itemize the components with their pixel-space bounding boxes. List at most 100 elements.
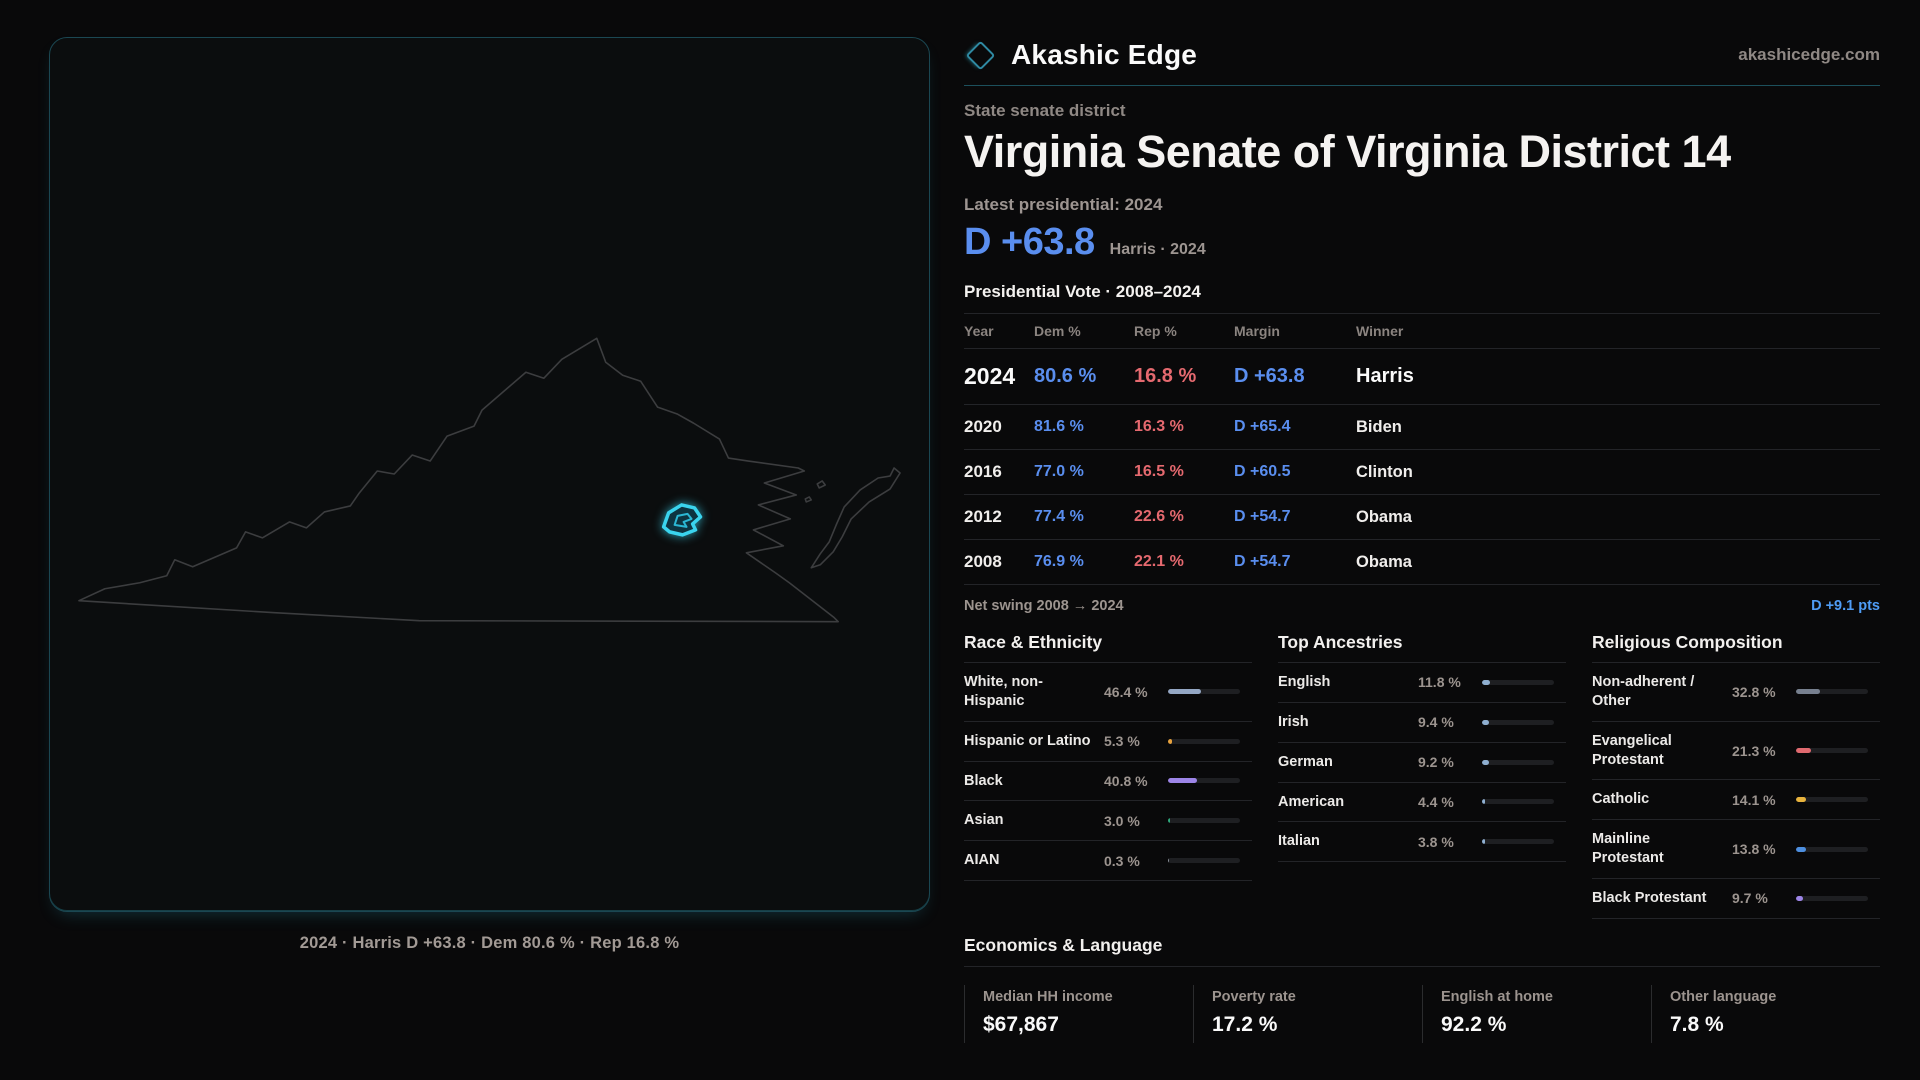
stat-label: White, non-Hispanic [964,674,1043,709]
latest-presidential-label: Latest presidential: 2024 [964,195,1163,214]
table-header-row: Year Dem % Rep % Margin Winner [964,313,1880,348]
brand-domain-link[interactable]: akashicedge.com [1738,45,1880,64]
district-map-panel [49,37,930,912]
table-row: 2024 80.6 % 16.8 % D +63.8 Harris [964,348,1880,404]
list-item: Mainline Protestant 13.8 % [1592,820,1880,879]
cell-winner: Obama [1356,507,1412,526]
cell-year: 2016 [964,462,1002,481]
economics-language-section: Economics & Language Median HH income $6… [964,935,1880,1043]
stat-bar [1796,846,1868,852]
col-header-rep: Rep % [1134,323,1177,339]
stat-value: 13.8 % [1732,841,1776,858]
cell-year: 2020 [964,417,1002,436]
stat-label: Italian [1278,833,1320,850]
stat-card: Median HH income $67,867 [964,984,1193,1043]
stat-label: English [1278,674,1331,690]
stat-value: 0.3 % [1104,852,1140,869]
stat-bar [1796,895,1868,901]
stat-label: Median HH income [983,988,1113,1005]
stat-bar [1796,748,1868,754]
brand-lockup: Akashic Edge [964,39,1197,71]
stat-bar [1168,738,1240,744]
virginia-map [78,337,901,623]
headline-margin-value: D +63.8 [964,221,1095,263]
cell-year: 2024 [964,363,1016,389]
list-item: AIAN 0.3 % [964,841,1252,882]
table-row: 2020 81.6 % 16.3 % D +65.4 Biden [964,404,1880,449]
stat-value: 4.4 % [1418,793,1454,810]
stat-bar [1482,679,1554,685]
cell-margin: D +54.7 [1234,553,1291,570]
stat-value: 92.2 % [1441,1012,1507,1036]
cell-rep: 16.5 % [1134,463,1184,480]
cell-winner: Clinton [1356,462,1413,481]
stat-label: Non-adherent / Other [1592,674,1695,709]
cell-dem: 77.4 % [1034,508,1084,525]
net-swing-value: D +9.1 pts [1811,598,1880,614]
stat-label: English at home [1441,988,1553,1005]
map-caption: 2024 · Harris D +63.8 · Dem 80.6 % · Rep… [299,934,680,952]
cell-winner: Obama [1356,552,1412,571]
list-item: English 11.8 % [1278,663,1566,703]
list-item: Black 40.8 % [964,762,1252,802]
stat-value: $67,867 [983,1012,1059,1036]
stat-card: English at home 92.2 % [1422,984,1651,1043]
stat-bar [1482,759,1554,765]
cell-margin: D +65.4 [1234,418,1291,435]
stat-label: AIAN [964,852,1000,869]
list-item: Catholic 14.1 % [1592,780,1880,821]
headline-margin-context: Harris · 2024 [1109,241,1206,258]
stat-label: Mainline Protestant [1592,831,1664,867]
col-header-winner: Winner [1356,323,1404,339]
race-ethnicity-section: Race & Ethnicity White, non-Hispanic 46.… [964,632,1252,919]
stat-label: Black [964,772,1003,789]
stat-label: American [1278,793,1345,810]
district-14-marker[interactable] [661,503,703,537]
net-swing-row: Net swing 2008 → 2024 D +9.1 pts [964,584,1880,618]
virginia-outline [78,337,901,623]
data-panel: Akashic Edge akashicedge.com State senat… [964,37,1880,1080]
stat-value: 46.4 % [1104,683,1148,700]
section-title: Economics & Language [964,935,1880,967]
stat-label: Catholic [1592,791,1650,808]
stat-label: Black Protestant [1592,889,1707,906]
table-row: 2016 77.0 % 16.5 % D +60.5 Clinton [964,449,1880,494]
stat-label: Other language [1670,988,1777,1005]
stat-label: Asian [964,812,1004,829]
stat-bar [1168,778,1240,784]
stat-bar [1168,818,1240,824]
section-title: Religious Composition [1592,632,1880,663]
section-title: Top Ancestries [1278,632,1566,663]
list-item: Evangelical Protestant 21.3 % [1592,722,1880,781]
stat-value: 9.7 % [1732,890,1768,907]
cell-dem: 81.6 % [1034,418,1084,435]
list-item: Irish 9.4 % [1278,703,1566,743]
cell-dem: 76.9 % [1034,553,1084,570]
presidential-vote-table: Year Dem % Rep % Margin Winner 2024 80.6… [964,313,1880,584]
stat-value: 3.0 % [1104,812,1140,829]
stat-label: Poverty rate [1212,988,1296,1005]
net-swing-label: Net swing 2008 → 2024 [964,598,1124,614]
cell-margin: D +60.5 [1234,463,1291,480]
col-header-margin: Margin [1234,323,1280,339]
stat-bar [1168,689,1240,695]
cell-rep: 16.3 % [1134,418,1184,435]
cell-winner: Biden [1356,417,1402,436]
stat-bar [1168,858,1240,864]
stat-value: 17.2 % [1212,1012,1278,1036]
stat-value: 14.1 % [1732,791,1776,808]
stat-card: Poverty rate 17.2 % [1193,984,1422,1043]
stat-value: 7.8 % [1670,1012,1724,1036]
religious-composition-section: Religious Composition Non-adherent / Oth… [1592,632,1880,919]
stat-value: 9.2 % [1418,754,1454,771]
stat-value: 11.8 % [1418,674,1461,691]
cell-rep: 22.6 % [1134,508,1184,525]
cell-rep: 16.8 % [1134,365,1197,387]
cell-rep: 22.1 % [1134,553,1184,570]
page-title: Virginia Senate of Virginia District 14 [964,126,1731,177]
stat-label: Evangelical Protestant [1592,732,1672,768]
diamond-logo-icon [965,40,996,70]
list-item: White, non-Hispanic 46.4 % [964,663,1252,722]
list-item: Asian 3.0 % [964,801,1252,842]
